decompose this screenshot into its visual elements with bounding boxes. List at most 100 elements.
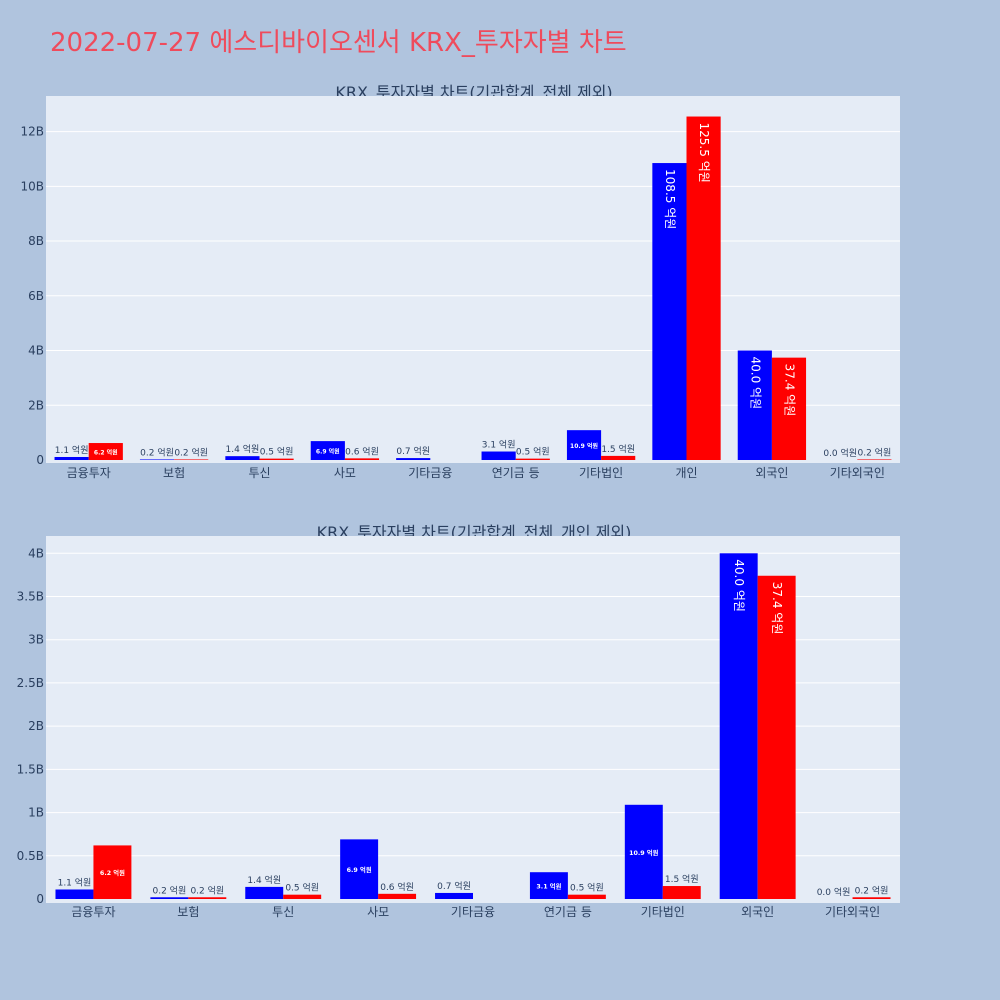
y-tick-label: 3.5B xyxy=(17,590,44,604)
data-label: 0.7 억원 xyxy=(437,880,471,892)
data-label: 0.5 억원 xyxy=(570,882,604,894)
x-tick-label: 외국인 xyxy=(755,466,788,480)
bar xyxy=(310,441,345,460)
data-label: 10.9 억원 xyxy=(570,442,598,450)
data-label: 0.2 억원 xyxy=(152,884,186,896)
x-tick-label: 기타금융 xyxy=(451,905,495,919)
x-tick-label: 보험 xyxy=(177,905,199,919)
data-label: 0.5 억원 xyxy=(516,446,550,458)
data-label: 0.2 억원 xyxy=(190,884,224,896)
x-tick-label: 금융투자 xyxy=(67,466,111,480)
y-tick-label: 2B xyxy=(28,719,44,733)
x-tick-label: 기타법인 xyxy=(579,466,623,480)
data-label: 0.5 억원 xyxy=(260,446,294,458)
data-label: 0.0 억원 xyxy=(817,886,851,898)
data-label: 0.2 억원 xyxy=(174,446,208,458)
x-tick-label: 투신 xyxy=(272,905,294,919)
data-label: 108.5 억원 xyxy=(663,169,677,229)
data-label: 0.0 억원 xyxy=(823,447,857,459)
y-tick-label: 6B xyxy=(28,289,44,303)
bar xyxy=(139,459,175,460)
bar xyxy=(566,430,602,460)
bar xyxy=(344,458,380,460)
bar xyxy=(652,163,687,461)
bar xyxy=(93,845,132,899)
bar xyxy=(283,894,322,899)
data-label: 37.4 억원 xyxy=(770,582,784,635)
bar xyxy=(435,892,473,899)
data-label: 37.4 억원 xyxy=(782,364,796,417)
data-label: 3.1 억원 xyxy=(536,882,561,891)
y-tick-label: 0 xyxy=(36,892,44,906)
x-tick-label: 연기금 등 xyxy=(492,466,540,480)
bar xyxy=(245,886,284,899)
data-label: 1.1 억원 xyxy=(58,876,92,888)
data-label: 1.4 억원 xyxy=(226,443,260,455)
data-label: 0.2 억원 xyxy=(858,446,892,458)
x-tick-label: 기타외국인 xyxy=(830,466,885,480)
bar xyxy=(529,872,568,899)
data-label: 0.2 억원 xyxy=(855,884,889,896)
x-tick-label: 기타외국인 xyxy=(825,905,880,919)
bar xyxy=(54,456,89,460)
bar xyxy=(737,350,772,460)
bar xyxy=(771,357,807,460)
bar xyxy=(340,839,379,899)
bar xyxy=(378,893,417,899)
bar xyxy=(174,459,209,460)
data-label: 6.2 억원 xyxy=(94,449,118,457)
bar xyxy=(259,458,294,460)
data-label: 125.5 억원 xyxy=(697,123,711,183)
bar xyxy=(188,897,227,899)
bar xyxy=(757,575,796,899)
y-tick-label: 12B xyxy=(20,125,44,139)
x-tick-label: 연기금 등 xyxy=(544,905,592,919)
bar xyxy=(396,458,431,460)
chart-bottom: 0 0.5B 1B 1.5B 2B 2.5B 3B 3.5B 4B 금융투자 1.1 억원 6.2 억… xyxy=(17,536,900,919)
bar xyxy=(515,458,550,460)
bar xyxy=(225,456,260,460)
y-tick-label: 10B xyxy=(20,179,44,193)
data-label: 6.2 억원 xyxy=(100,868,125,877)
data-label: 1.4 억원 xyxy=(247,874,281,886)
bar xyxy=(857,459,892,460)
x-tick-label: 보험 xyxy=(163,466,185,480)
bar xyxy=(662,886,701,899)
data-label: 0.2 억원 xyxy=(140,446,174,458)
bar xyxy=(624,804,663,899)
y-tick-label: 8B xyxy=(28,234,44,248)
y-tick-label: 2B xyxy=(28,398,44,412)
x-tick-label: 개인 xyxy=(675,466,697,480)
bar xyxy=(481,451,516,460)
data-label: 3.1 억원 xyxy=(482,439,516,451)
page-title: 2022-07-27 에스디바이오센서 KRX_투자자별 차트 xyxy=(50,28,627,58)
data-label: 6.9 억원 xyxy=(316,448,340,456)
data-label: 0.5 억원 xyxy=(285,882,319,894)
y-tick-label: 0.5B xyxy=(17,849,44,863)
x-tick-label: 기타금융 xyxy=(408,466,452,480)
bar xyxy=(55,889,94,899)
bar xyxy=(88,443,123,460)
y-tick-label: 0 xyxy=(36,453,44,467)
bar xyxy=(150,897,189,899)
x-tick-label: 금융투자 xyxy=(71,905,115,919)
y-tick-label: 4B xyxy=(28,344,44,358)
y-tick-label: 1B xyxy=(28,806,44,820)
bar xyxy=(601,455,636,460)
data-label: 1.1 억원 xyxy=(55,444,89,456)
bar xyxy=(852,897,891,899)
data-label: 0.6 억원 xyxy=(380,881,414,893)
data-label: 40.0 억원 xyxy=(748,357,762,410)
data-label: 0.7 억원 xyxy=(396,445,430,457)
x-tick-label: 투신 xyxy=(248,466,270,480)
data-label: 1.5 억원 xyxy=(601,443,635,455)
y-tick-label: 1.5B xyxy=(17,762,44,776)
y-tick-label: 4B xyxy=(28,546,44,560)
y-tick-label: 2.5B xyxy=(17,676,44,690)
y-tick-label: 3B xyxy=(28,633,44,647)
bar xyxy=(719,553,758,899)
x-tick-label: 기타법인 xyxy=(641,905,685,919)
data-label: 40.0 억원 xyxy=(732,559,746,612)
